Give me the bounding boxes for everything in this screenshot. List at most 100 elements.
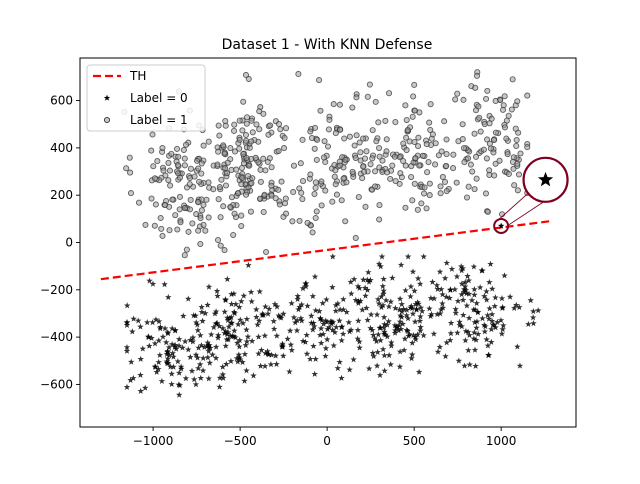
data-point-label-1 — [174, 226, 181, 233]
data-point-label-0 — [127, 376, 134, 383]
data-point-label-0 — [356, 338, 363, 345]
data-point-label-1 — [412, 155, 419, 162]
data-point-label-1 — [268, 164, 275, 171]
data-point-label-1 — [149, 131, 156, 138]
data-point-label-0 — [242, 341, 249, 349]
data-point-label-1 — [220, 203, 227, 210]
data-point-label-0 — [380, 287, 387, 294]
data-point-label-0 — [364, 276, 371, 283]
data-point-label-1 — [215, 148, 222, 155]
data-point-label-1 — [443, 136, 450, 143]
data-point-label-0 — [447, 286, 454, 293]
data-point-label-1 — [182, 141, 190, 148]
data-point-label-0 — [195, 364, 202, 372]
data-point-label-0 — [123, 343, 131, 351]
data-point-label-1 — [514, 160, 521, 167]
data-point-label-0 — [168, 325, 176, 332]
data-point-label-0 — [483, 288, 490, 295]
data-point-label-1 — [166, 167, 173, 174]
data-point-label-0 — [396, 363, 404, 370]
data-point-label-1 — [403, 116, 410, 124]
data-point-label-1 — [484, 87, 491, 94]
data-point-label-0 — [333, 323, 340, 330]
data-point-label-1 — [282, 210, 290, 217]
data-point-label-1 — [260, 209, 267, 216]
data-point-label-1 — [231, 121, 238, 128]
data-point-label-1 — [514, 187, 521, 194]
data-point-label-0 — [290, 314, 298, 321]
data-point-label-0 — [460, 311, 467, 318]
data-point-label-0 — [479, 315, 486, 322]
data-point-label-0 — [355, 299, 362, 307]
data-point-label-1 — [316, 77, 323, 84]
data-point-label-0 — [302, 283, 310, 290]
data-point-label-0 — [168, 380, 175, 387]
data-point-label-1 — [482, 190, 490, 197]
data-point-label-0 — [198, 303, 205, 310]
data-point-label-1 — [311, 190, 318, 198]
data-point-label-0 — [399, 320, 406, 327]
data-point-label-0 — [458, 280, 466, 287]
data-point-label-0 — [233, 355, 241, 362]
data-point-label-1 — [202, 227, 209, 234]
data-point-label-0 — [267, 361, 275, 368]
data-point-label-0 — [153, 368, 160, 375]
data-point-label-1 — [473, 175, 480, 182]
data-point-label-1 — [275, 120, 283, 128]
data-point-label-0 — [389, 274, 396, 281]
data-point-label-1 — [429, 131, 436, 138]
data-point-label-0 — [128, 358, 135, 365]
data-point-label-1 — [154, 158, 161, 165]
data-point-label-0 — [271, 300, 279, 307]
data-point-label-0 — [164, 355, 172, 362]
data-point-label-0 — [437, 310, 444, 317]
data-point-label-1 — [307, 171, 314, 178]
data-point-label-0 — [303, 350, 311, 357]
data-point-label-1 — [411, 138, 418, 146]
data-point-label-1 — [249, 129, 256, 136]
data-point-label-0 — [395, 327, 402, 334]
data-point-label-0 — [221, 308, 228, 315]
data-point-label-0 — [412, 333, 419, 341]
data-point-label-0 — [329, 283, 336, 291]
data-point-label-0 — [302, 280, 310, 287]
data-point-label-1 — [281, 134, 288, 141]
data-point-label-0 — [452, 305, 459, 312]
data-point-label-0 — [412, 300, 419, 308]
data-point-label-1 — [166, 227, 173, 234]
data-point-label-0 — [210, 323, 217, 331]
data-point-label-0 — [303, 331, 310, 338]
data-point-label-0 — [228, 290, 235, 297]
data-point-label-0 — [158, 377, 166, 384]
data-point-label-0 — [224, 316, 232, 324]
data-point-label-1 — [415, 143, 422, 150]
data-point-label-1 — [472, 84, 479, 91]
data-point-label-0 — [311, 273, 319, 280]
data-point-label-1 — [375, 119, 382, 126]
data-point-label-0 — [329, 326, 336, 333]
data-point-label-0 — [403, 326, 411, 333]
data-point-label-1 — [260, 155, 267, 162]
data-point-label-1 — [402, 102, 409, 109]
data-point-label-1 — [168, 150, 175, 157]
data-point-label-0 — [378, 293, 385, 300]
data-point-label-0 — [192, 381, 200, 388]
data-point-label-1 — [454, 90, 461, 97]
data-point-label-1 — [397, 170, 404, 177]
data-point-label-0 — [465, 314, 473, 321]
data-point-label-1 — [372, 168, 379, 175]
data-point-label-0 — [223, 360, 230, 367]
data-point-label-0 — [379, 301, 387, 309]
data-point-label-1 — [329, 198, 336, 205]
x-tick-label: −1000 — [133, 434, 174, 448]
data-point-label-0 — [462, 286, 470, 293]
data-point-label-1 — [264, 158, 271, 166]
y-tick-label: −400 — [40, 330, 73, 344]
data-point-label-1 — [467, 161, 474, 168]
data-point-label-1 — [307, 128, 314, 135]
data-point-label-0 — [472, 336, 480, 343]
data-point-label-0 — [404, 327, 411, 334]
x-tick-label: 500 — [403, 434, 426, 448]
data-point-label-0 — [339, 330, 347, 337]
data-point-label-0 — [264, 347, 271, 355]
